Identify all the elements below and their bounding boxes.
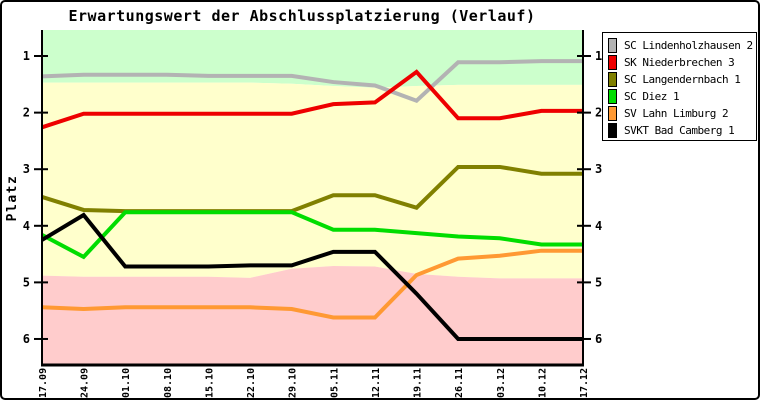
y-tick-label-right: 2 [595,106,602,120]
x-tick-label: 26.11 [454,368,465,398]
legend-label: SV Lahn Limburg 2 [624,107,729,120]
legend-label: SVKT Bad Camberg 1 [624,124,735,137]
x-tick-label: 29.10 [288,368,299,398]
x-tick-label: 17.12 [579,368,590,398]
y-tick-label-right: 3 [595,162,602,176]
y-tick-label-left: 4 [23,219,30,233]
legend-swatch [608,106,617,121]
y-tick-label-right: 1 [595,49,602,63]
legend-item: SK Niederbrechen 3 [608,54,756,71]
legend-item: SC Diez 1 [608,88,756,105]
series-line-sv-lahn-limburg-2 [41,248,583,320]
legend-swatch [608,55,617,70]
band-midfield [42,82,583,279]
series-line-sc-lindenholzhausen-2 [41,59,583,104]
series-line-svkt-bad-camberg-1 [40,212,583,341]
legend-item: SVKT Bad Camberg 1 [608,122,756,139]
legend-label: SC Diez 1 [624,90,680,103]
series-line-sc-diez-1 [41,210,583,260]
x-tick-label: 15.10 [204,368,215,398]
legend-item: SC Langendernbach 1 [608,71,756,88]
legend-item: SV Lahn Limburg 2 [608,105,756,122]
y-tick-label-right: 6 [595,332,602,346]
legend-item: SC Lindenholzhausen 2 [608,37,756,54]
legend-label: SC Lindenholzhausen 2 [624,39,753,52]
chart-title: Erwartungswert der Abschlussplatzierung … [68,7,536,25]
legend-swatch [608,72,617,87]
y-tick-label-left: 3 [23,162,30,176]
x-tick-label: 12.11 [371,368,382,398]
x-tick-label: 01.10 [121,368,132,398]
legend-swatch [608,123,617,138]
x-tick-label: 08.10 [163,368,174,398]
x-tick-label: 24.09 [80,368,91,398]
legend-label: SK Niederbrechen 3 [624,56,735,69]
series-line-sk-niederbrechen-3 [41,69,583,130]
x-tick-label: 22.10 [246,368,257,398]
legend: SC Lindenholzhausen 2 SK Niederbrechen 3… [602,32,757,141]
y-tick-label-left: 2 [23,106,30,120]
band-relegation [42,265,583,365]
y-tick-label-right: 5 [595,275,602,289]
y-tick-label-left: 6 [23,332,30,346]
x-tick-label: 17.09 [38,368,49,398]
legend-label: SC Langendernbach 1 [624,73,741,86]
x-tick-label: 19.11 [413,368,424,398]
y-tick-label-left: 1 [23,49,30,63]
x-tick-label: 03.12 [496,368,507,398]
legend-swatch [608,38,617,53]
x-tick-label: 05.11 [329,368,340,398]
x-tick-label: 10.12 [537,368,548,398]
y-tick-label-left: 5 [23,275,30,289]
legend-swatch [608,89,617,104]
y-tick-label-right: 4 [595,219,602,233]
